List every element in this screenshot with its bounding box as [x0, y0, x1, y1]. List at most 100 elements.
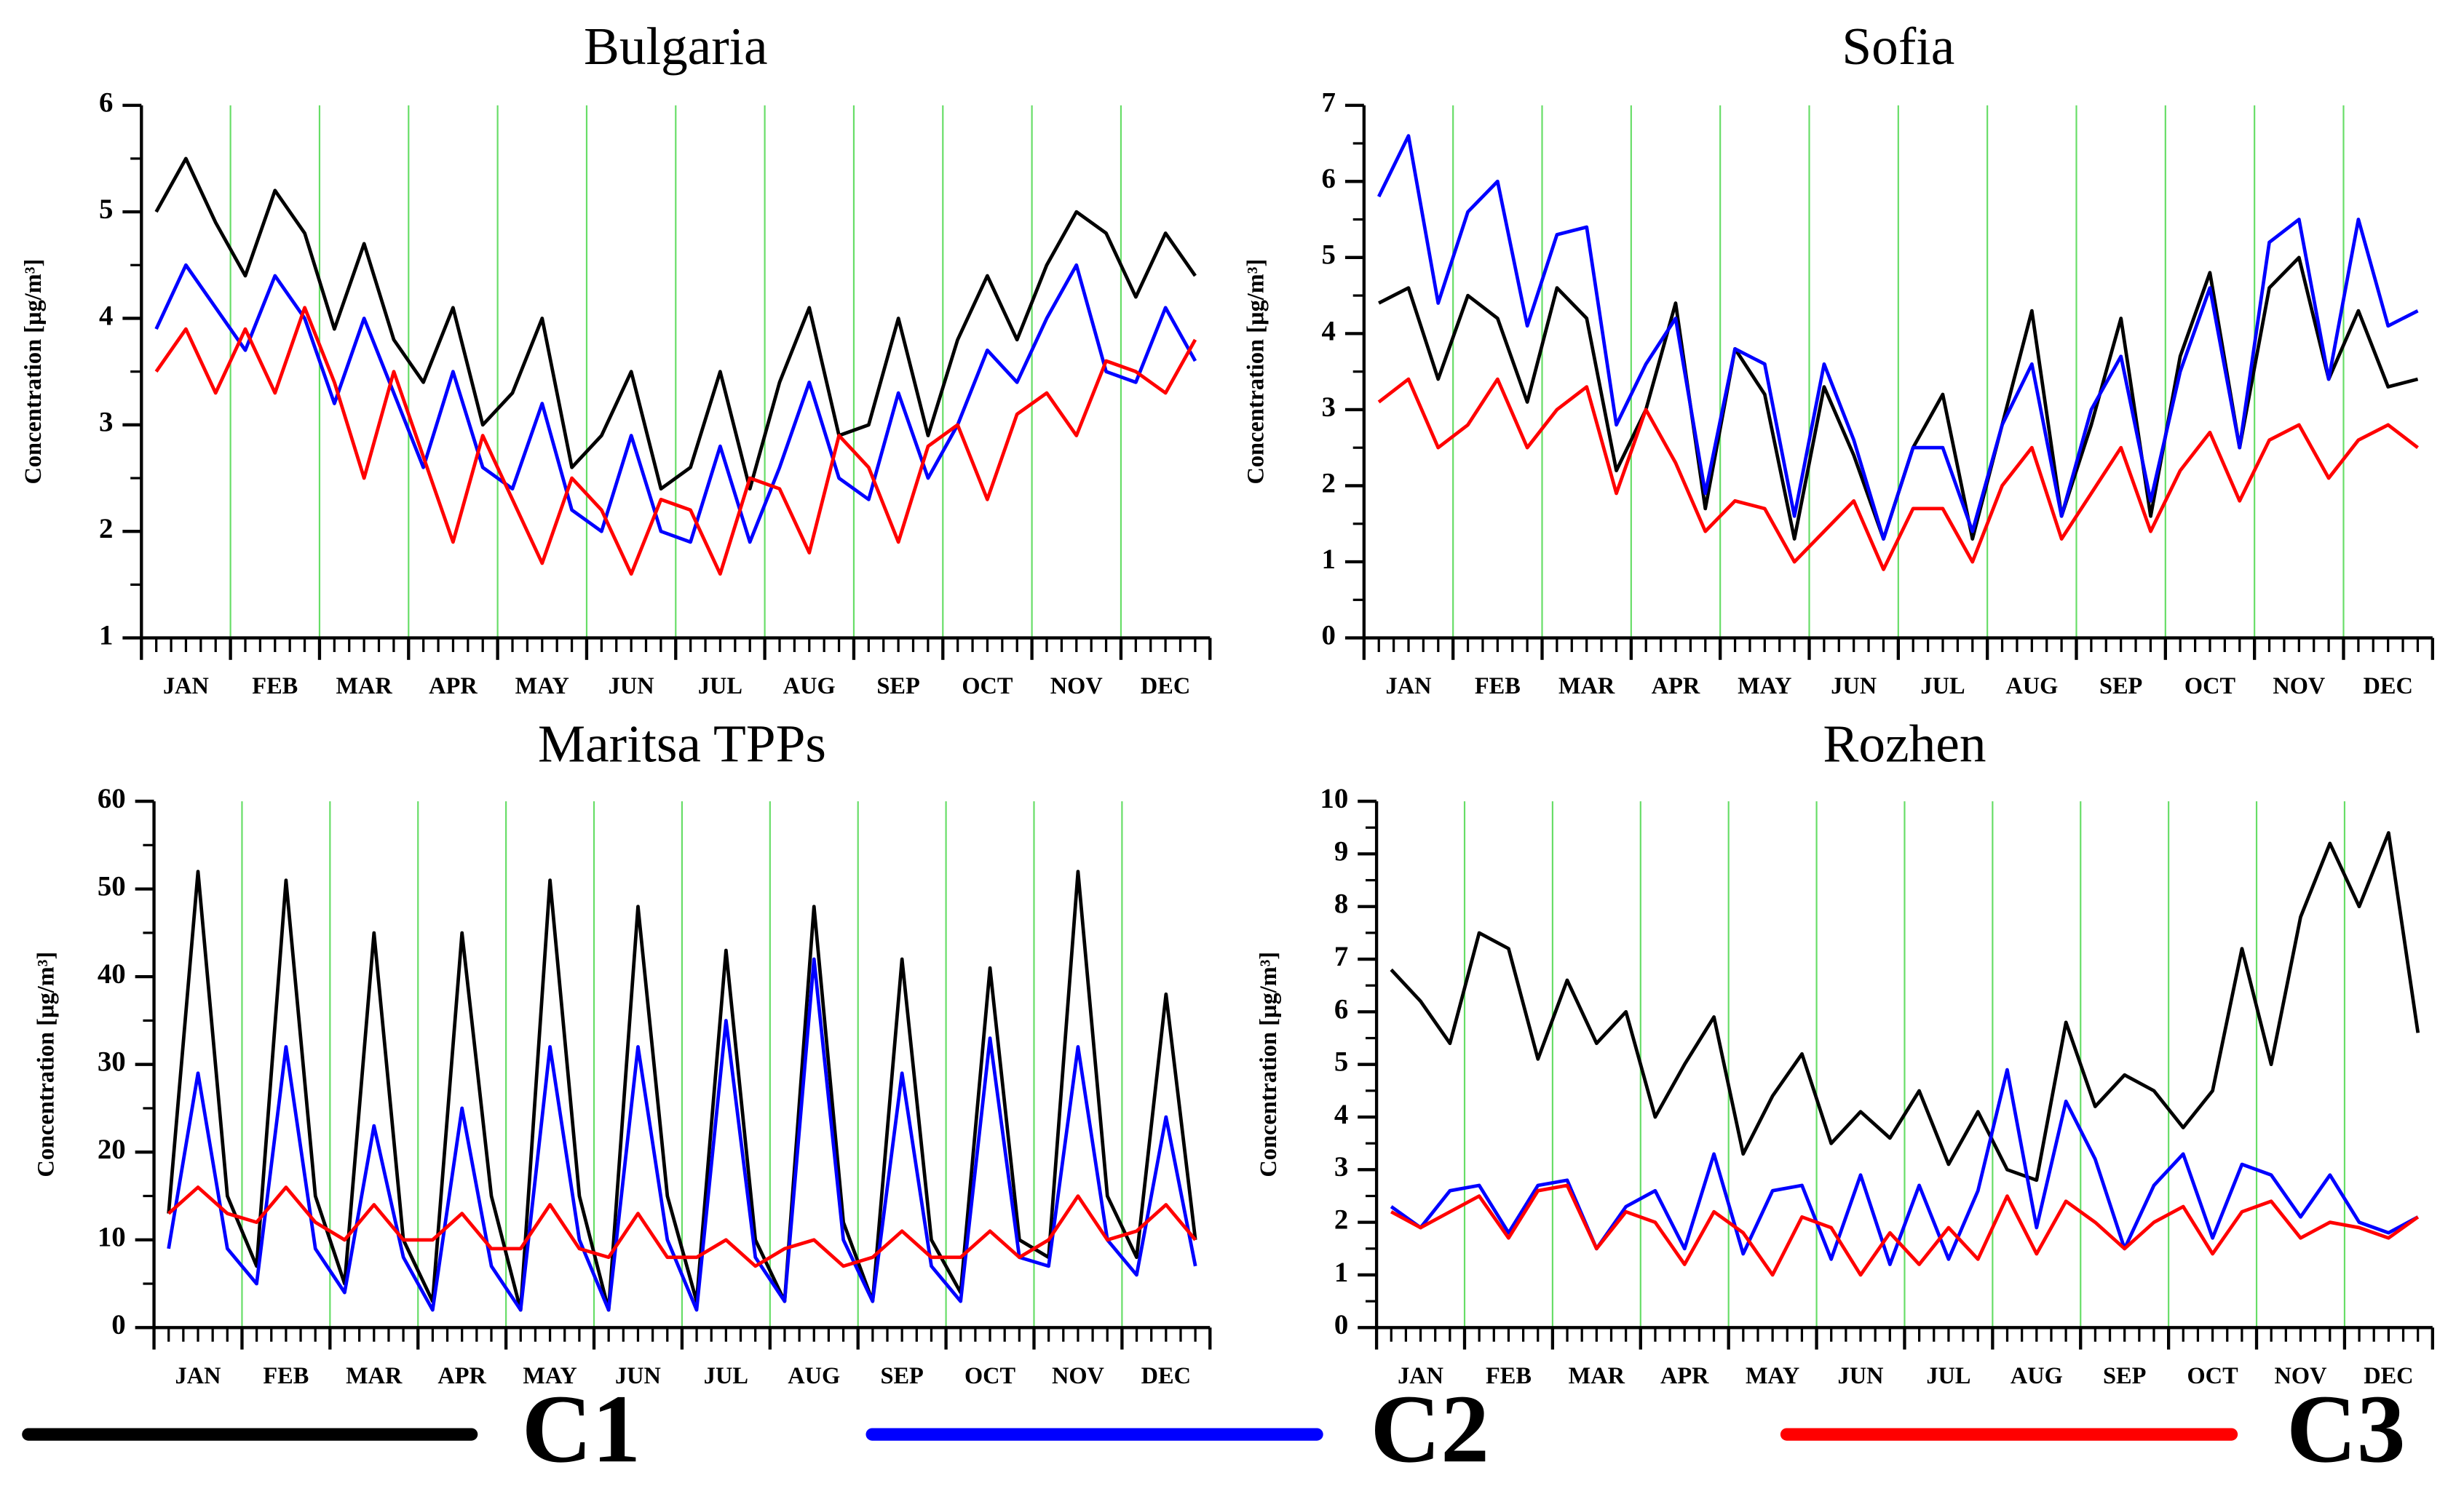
y-tick-label: 20: [98, 1134, 126, 1165]
series-line: [1377, 377, 2419, 571]
x-tick-label: JAN: [1386, 673, 1432, 699]
x-tick-label: OCT: [962, 673, 1013, 699]
series-line: [167, 957, 1197, 1312]
y-tick-label: 3: [1322, 392, 1336, 423]
x-tick-label: JUL: [698, 673, 742, 699]
x-tick-label: JUN: [1838, 1363, 1884, 1389]
x-tick-label: APR: [1652, 673, 1700, 699]
x-tick-label: APR: [437, 1363, 486, 1389]
y-tick-label: 0: [1334, 1309, 1348, 1340]
x-tick-label: SEP: [876, 673, 919, 699]
y-tick-label: 7: [1334, 941, 1348, 972]
y-tick-label: 1: [1322, 544, 1336, 575]
y-tick-label: 2: [99, 513, 113, 544]
series-line: [154, 306, 1197, 576]
x-tick-label: AUG: [2005, 673, 2058, 699]
x-tick-label: SEP: [880, 1363, 923, 1389]
x-tick-label: DEC: [2364, 1363, 2413, 1389]
x-tick-label: JAN: [175, 1363, 221, 1389]
chart-title: Rozhen: [1823, 715, 1986, 774]
series-line: [154, 156, 1197, 491]
x-tick-label: FEB: [1486, 1363, 1532, 1389]
y-tick-label: 4: [1322, 315, 1336, 346]
y-tick-label: 60: [98, 783, 126, 814]
x-tick-label: FEB: [252, 673, 298, 699]
y-tick-label: 8: [1334, 889, 1348, 920]
y-axis-label: Concentration [µg/m³]: [33, 952, 59, 1177]
y-tick-label: 3: [1334, 1151, 1348, 1183]
legend-label: C3: [2286, 1375, 2406, 1482]
y-tick-label: 10: [98, 1222, 126, 1253]
x-tick-label: MAR: [346, 1363, 403, 1389]
y-tick-label: 1: [1334, 1257, 1348, 1288]
y-tick-label: 1: [99, 619, 113, 651]
x-tick-label: DEC: [1141, 1363, 1191, 1389]
x-tick-label: JUN: [1831, 673, 1877, 699]
series-line: [154, 263, 1197, 544]
x-tick-label: MAR: [1569, 1363, 1625, 1389]
x-tick-label: NOV: [2275, 1363, 2328, 1389]
x-tick-label: JAN: [1398, 1363, 1443, 1389]
x-tick-label: AUG: [783, 673, 836, 699]
y-tick-label: 3: [99, 407, 113, 438]
y-tick-label: 4: [1334, 1099, 1348, 1130]
y-tick-label: 30: [98, 1046, 126, 1078]
legend-label: C1: [522, 1375, 641, 1482]
y-tick-label: 9: [1334, 835, 1348, 867]
y-tick-label: 2: [1322, 467, 1336, 498]
x-tick-label: OCT: [2187, 1363, 2239, 1389]
x-tick-label: MAY: [1738, 673, 1791, 699]
chart-title: Sofia: [1842, 17, 1954, 76]
y-tick-label: 0: [111, 1309, 125, 1340]
x-tick-label: FEB: [263, 1363, 309, 1389]
x-tick-label: NOV: [1052, 1363, 1105, 1389]
x-tick-label: JUN: [609, 673, 654, 699]
x-tick-label: APR: [429, 673, 478, 699]
y-tick-label: 40: [98, 958, 126, 990]
y-axis-label: Concentration [µg/m³]: [1243, 259, 1269, 485]
x-tick-label: DEC: [2363, 673, 2412, 699]
y-tick-label: 7: [1322, 87, 1336, 119]
y-axis-label: Concentration [µg/m³]: [20, 259, 47, 485]
series-line: [167, 870, 1197, 1312]
y-tick-label: 50: [98, 871, 126, 902]
y-tick-label: 6: [1322, 163, 1336, 194]
x-tick-label: MAY: [523, 1363, 577, 1389]
y-tick-label: 4: [99, 300, 113, 331]
x-tick-label: MAY: [1746, 1363, 1799, 1389]
x-tick-label: JUL: [1926, 1363, 1970, 1389]
chart-title: Maritsa TPPs: [538, 715, 826, 774]
x-tick-label: JUN: [615, 1363, 661, 1389]
y-tick-label: 6: [1334, 993, 1348, 1025]
series-line: [1376, 134, 2419, 541]
y-tick-label: 5: [1322, 239, 1336, 271]
x-tick-label: OCT: [964, 1363, 1016, 1389]
x-tick-label: NOV: [2273, 673, 2326, 699]
x-tick-label: JUL: [1920, 673, 1965, 699]
y-tick-label: 5: [1334, 1046, 1348, 1078]
x-tick-label: MAR: [336, 673, 392, 699]
x-tick-label: AUG: [2011, 1363, 2063, 1389]
x-tick-label: AUG: [788, 1363, 840, 1389]
x-tick-label: FEB: [1475, 673, 1521, 699]
x-tick-label: OCT: [2184, 673, 2236, 699]
x-tick-label: JUL: [704, 1363, 748, 1389]
x-tick-label: MAY: [515, 673, 569, 699]
chart-title: Bulgaria: [584, 17, 768, 76]
legend-label: C2: [1370, 1375, 1489, 1482]
series-line: [1390, 1183, 2420, 1277]
y-tick-label: 10: [1320, 783, 1348, 814]
series-line: [1390, 1068, 2419, 1266]
series-line: [167, 1185, 1197, 1268]
x-tick-label: NOV: [1050, 673, 1104, 699]
series-line: [1390, 831, 2420, 1183]
y-tick-label: 5: [99, 194, 113, 225]
y-tick-label: 2: [1334, 1204, 1348, 1236]
x-tick-label: MAR: [1558, 673, 1615, 699]
x-tick-label: APR: [1660, 1363, 1709, 1389]
x-tick-label: SEP: [2103, 1363, 2146, 1389]
x-tick-label: SEP: [2099, 673, 2142, 699]
x-tick-label: DEC: [1141, 673, 1190, 699]
